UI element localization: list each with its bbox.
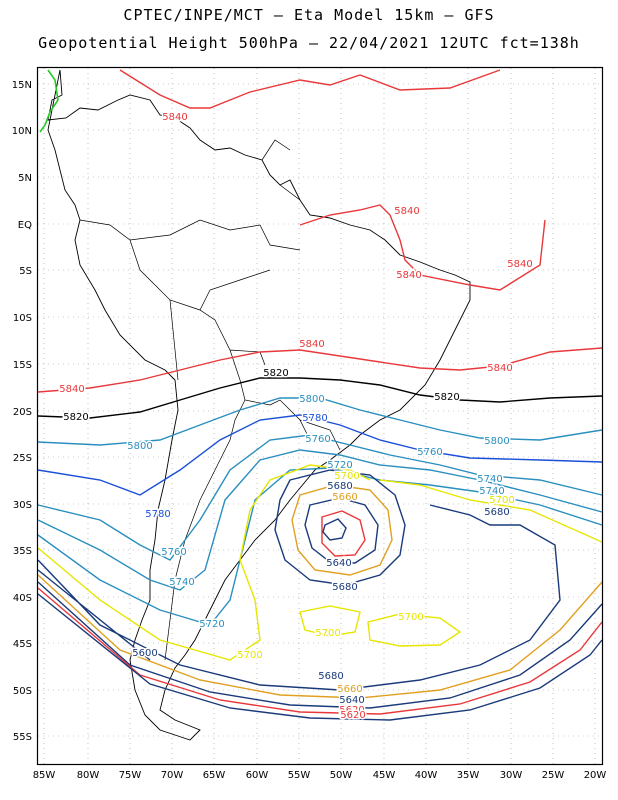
- lat-tick-label: 10S: [13, 313, 32, 324]
- lat-tick-label: 15S: [13, 360, 32, 371]
- contour-label: 5800: [299, 394, 324, 405]
- contour-5700-cell1: [299, 605, 361, 637]
- contour-label: 5700: [315, 628, 340, 639]
- contour-label: 5760: [161, 547, 186, 558]
- contour-label: 5600: [132, 648, 157, 659]
- lat-tick-label: 45S: [13, 639, 32, 650]
- contour-5700-cell2: [367, 613, 462, 647]
- contour-label: 5840: [396, 270, 421, 281]
- contour-lines: [37, 69, 603, 721]
- lat-tick-label: 10N: [12, 126, 32, 137]
- contour-label: 5780: [302, 413, 327, 424]
- lon-tick-label: 35W: [457, 770, 480, 781]
- contour-label: 5640: [339, 695, 364, 706]
- contour-label: 5700: [398, 612, 423, 623]
- lat-tick-label: 25S: [13, 453, 32, 464]
- contour-label: 5680: [484, 507, 509, 518]
- lon-tick-label: 70W: [161, 770, 184, 781]
- contour-label: 5740: [169, 577, 194, 588]
- lon-tick-label: 80W: [77, 770, 100, 781]
- lat-tick-label: EQ: [18, 220, 32, 231]
- contour-5820: [37, 377, 603, 419]
- lat-tick-label: 40S: [13, 593, 32, 604]
- lon-tick-label: 65W: [203, 770, 226, 781]
- contour-label: 5620: [339, 705, 364, 716]
- contour-label: 5700: [237, 650, 262, 661]
- contour-5840-north: [119, 69, 501, 109]
- lat-tick-label: 30S: [13, 500, 32, 511]
- contour-label: 5700: [334, 471, 359, 482]
- contour-label: 5760: [305, 434, 330, 445]
- contour-label: 5740: [477, 474, 502, 485]
- lat-tick-label: 15N: [12, 80, 32, 91]
- contour-label: 5840: [507, 259, 532, 270]
- contour-5620: [37, 510, 603, 715]
- lat-tick-label: 55S: [13, 732, 32, 743]
- contour-label: 5840: [162, 112, 187, 123]
- contour-label: 5680: [327, 481, 352, 492]
- lat-tick-label: 35S: [13, 546, 32, 557]
- chart-subtitle: Geopotential Height 500hPa – 22/04/2021 …: [38, 34, 580, 52]
- contour-label: 5620: [340, 710, 365, 721]
- contour-label: 5660: [332, 492, 357, 503]
- contour-label: 5840: [394, 206, 419, 217]
- green-boundary: [39, 69, 59, 133]
- contour-label: 5840: [299, 339, 324, 350]
- contour-label: 5680: [318, 671, 343, 682]
- lat-tick-label: 20S: [13, 407, 32, 418]
- chart-title: CPTEC/INPE/MCT – Eta Model 15km – GFS: [123, 6, 495, 24]
- contour-5740: [37, 449, 603, 591]
- contour-5640: [37, 497, 603, 709]
- contour-5840-south: [37, 347, 603, 393]
- contour-5720: [37, 467, 603, 626]
- lon-tick-label: 30W: [500, 770, 523, 781]
- contour-label: 5840: [59, 384, 84, 395]
- lon-tick-label: 60W: [246, 770, 269, 781]
- contour-label: 5840: [487, 363, 512, 374]
- south-america-outline: [47, 69, 471, 741]
- contour-label: 5700: [489, 495, 514, 506]
- contour-label: 5720: [327, 460, 352, 471]
- contour-label: 5660: [337, 684, 362, 695]
- lon-tick-label: 25W: [542, 770, 565, 781]
- longitude-labels: 85W 80W 75W 70W 65W 60W 55W 50W 45W 40W 35W 30W 25W 2…: [33, 770, 607, 781]
- contour-label: 5640: [326, 558, 351, 569]
- lon-tick-label: 45W: [373, 770, 396, 781]
- lat-tick-label: 50S: [13, 686, 32, 697]
- contour-5680-ring: [274, 469, 406, 586]
- lon-tick-label: 50W: [330, 770, 353, 781]
- coastlines: [47, 69, 471, 741]
- contour-label: 5800: [484, 436, 509, 447]
- contour-label: 5740: [479, 486, 504, 497]
- contour-5700: [37, 464, 603, 661]
- contour-5760: [37, 434, 603, 561]
- contour-label: 5680: [332, 582, 357, 593]
- contour-label: 5820: [63, 412, 88, 423]
- contour-5780: [37, 414, 603, 496]
- contour-label: 5820: [263, 368, 288, 379]
- lon-tick-label: 85W: [33, 770, 56, 781]
- contour-label: 5760: [417, 447, 442, 458]
- contour-label: 5600: [0, 0, 13, 3]
- lon-tick-label: 55W: [288, 770, 311, 781]
- lon-tick-label: 20W: [584, 770, 607, 781]
- lon-tick-label: 40W: [415, 770, 438, 781]
- lat-tick-label: 5N: [18, 173, 32, 184]
- contour-labels: 5840 5840 5840 5840 5840 5840 5840 5820 5820 5820…: [0, 0, 534, 723]
- contour-5800: [37, 397, 603, 446]
- lon-tick-label: 75W: [119, 770, 142, 781]
- contour-label: 5820: [434, 392, 459, 403]
- contour-label: 5780: [145, 509, 170, 520]
- lat-tick-label: 5S: [19, 266, 32, 277]
- contour-5840-east: [299, 204, 546, 291]
- latitude-labels: 15N 10N 5N EQ 5S 10S 15S 20S 25S 30S 35S 40S 45S 50S 5…: [12, 80, 32, 743]
- contour-5680: [37, 504, 561, 691]
- contour-label: 5800: [127, 441, 152, 452]
- country-borders: [79, 139, 341, 661]
- contour-label: 5720: [199, 619, 224, 630]
- map-frame: [36, 66, 604, 766]
- contour-5660: [37, 484, 603, 699]
- contour-5600: [37, 518, 603, 721]
